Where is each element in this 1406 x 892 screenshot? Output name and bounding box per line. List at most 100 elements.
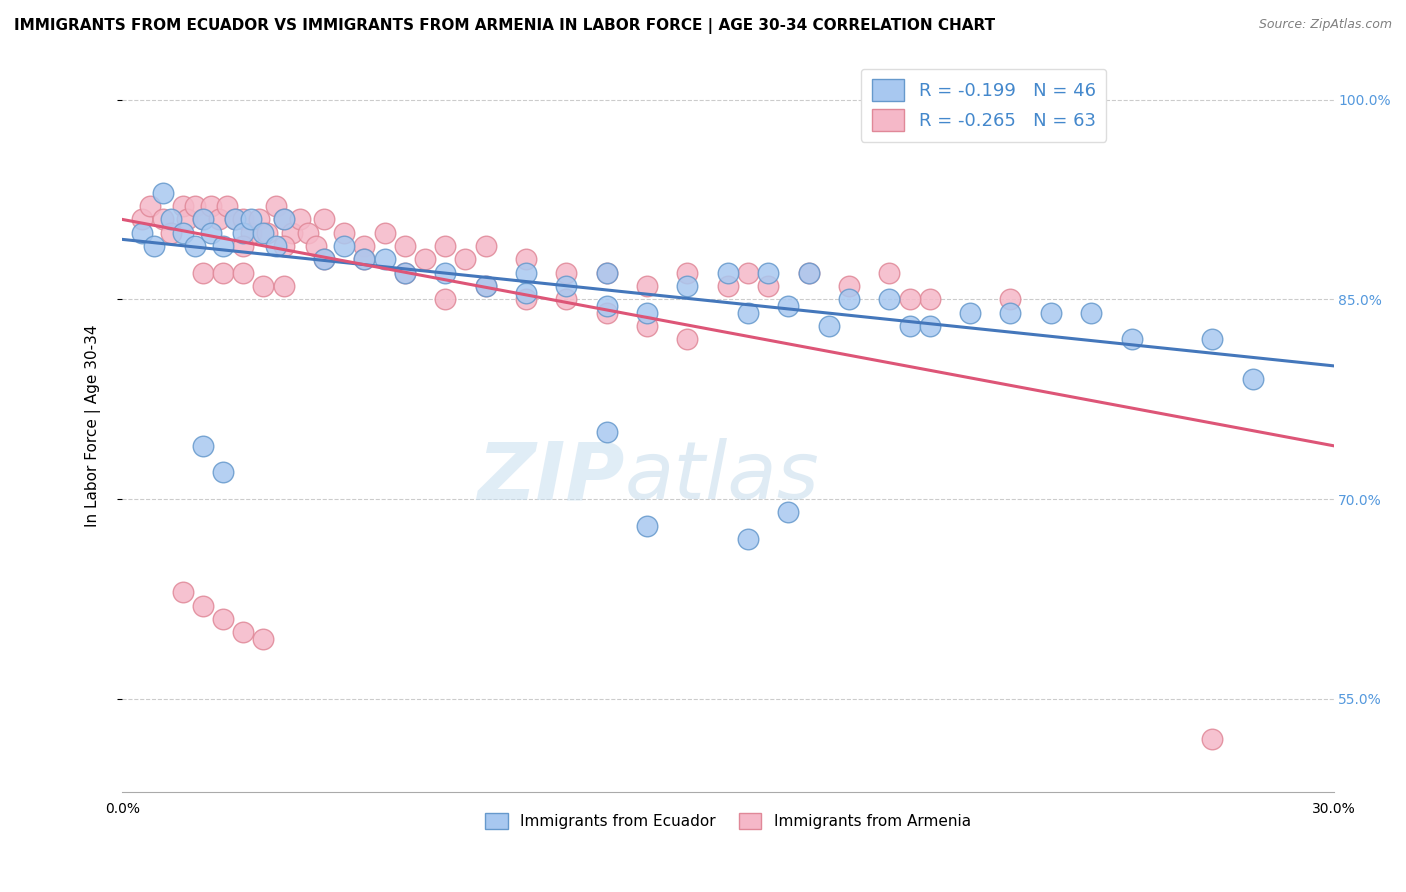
Point: [1201, 731, 1223, 746]
Point: [232, 239, 254, 253]
Point: [778, 505, 800, 519]
Point: [249, 212, 271, 227]
Point: [1201, 332, 1223, 346]
Point: [1080, 305, 1102, 319]
Point: [515, 285, 537, 300]
Point: [172, 199, 194, 213]
Point: [212, 612, 235, 626]
Point: [312, 252, 335, 267]
Point: [756, 266, 779, 280]
Point: [676, 332, 699, 346]
Text: Source: ZipAtlas.com: Source: ZipAtlas.com: [1258, 18, 1392, 31]
Point: [394, 239, 416, 253]
Point: [737, 305, 759, 319]
Point: [595, 266, 617, 280]
Text: ZIP: ZIP: [478, 438, 624, 516]
Point: [191, 599, 214, 613]
Point: [413, 252, 436, 267]
Point: [191, 439, 214, 453]
Point: [797, 266, 820, 280]
Point: [200, 199, 222, 213]
Point: [918, 293, 941, 307]
Point: [595, 425, 617, 440]
Point: [434, 239, 457, 253]
Point: [152, 186, 174, 200]
Point: [353, 252, 375, 267]
Point: [1000, 293, 1022, 307]
Point: [555, 266, 578, 280]
Point: [288, 212, 311, 227]
Point: [176, 212, 198, 227]
Point: [191, 266, 214, 280]
Point: [172, 585, 194, 599]
Point: [636, 279, 658, 293]
Point: [172, 226, 194, 240]
Point: [252, 632, 274, 646]
Point: [434, 293, 457, 307]
Point: [595, 299, 617, 313]
Point: [131, 226, 153, 240]
Point: [191, 212, 214, 227]
Point: [191, 212, 214, 227]
Point: [515, 266, 537, 280]
Point: [394, 266, 416, 280]
Point: [394, 266, 416, 280]
Point: [898, 293, 921, 307]
Point: [636, 318, 658, 333]
Point: [353, 239, 375, 253]
Point: [879, 266, 901, 280]
Point: [797, 266, 820, 280]
Point: [515, 252, 537, 267]
Point: [333, 239, 356, 253]
Point: [434, 266, 457, 280]
Point: [184, 239, 207, 253]
Point: [374, 226, 396, 240]
Point: [280, 226, 302, 240]
Text: IMMIGRANTS FROM ECUADOR VS IMMIGRANTS FROM ARMENIA IN LABOR FORCE | AGE 30-34 CO: IMMIGRANTS FROM ECUADOR VS IMMIGRANTS FR…: [14, 18, 995, 34]
Point: [305, 239, 328, 253]
Point: [200, 226, 222, 240]
Point: [224, 212, 246, 227]
Point: [264, 239, 287, 253]
Point: [224, 212, 246, 227]
Point: [778, 299, 800, 313]
Point: [159, 212, 181, 227]
Point: [232, 226, 254, 240]
Point: [595, 305, 617, 319]
Point: [717, 266, 740, 280]
Point: [312, 212, 335, 227]
Point: [240, 226, 263, 240]
Point: [918, 318, 941, 333]
Point: [555, 293, 578, 307]
Point: [474, 279, 496, 293]
Point: [252, 226, 274, 240]
Text: atlas: atlas: [624, 438, 820, 516]
Point: [252, 279, 274, 293]
Point: [515, 293, 537, 307]
Point: [879, 293, 901, 307]
Point: [1241, 372, 1264, 386]
Point: [1000, 305, 1022, 319]
Point: [212, 239, 235, 253]
Point: [1121, 332, 1143, 346]
Point: [273, 212, 295, 227]
Point: [217, 199, 239, 213]
Point: [898, 318, 921, 333]
Point: [131, 212, 153, 227]
Point: [595, 266, 617, 280]
Point: [273, 212, 295, 227]
Point: [273, 279, 295, 293]
Point: [1039, 305, 1062, 319]
Point: [159, 226, 181, 240]
Point: [232, 625, 254, 640]
Point: [817, 318, 839, 333]
Point: [143, 239, 166, 253]
Point: [232, 266, 254, 280]
Point: [838, 293, 860, 307]
Point: [374, 252, 396, 267]
Point: [139, 199, 162, 213]
Point: [353, 252, 375, 267]
Point: [312, 252, 335, 267]
Point: [264, 199, 287, 213]
Point: [232, 212, 254, 227]
